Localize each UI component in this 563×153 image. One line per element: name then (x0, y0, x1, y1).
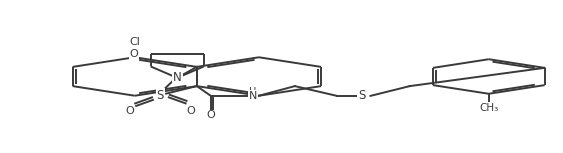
Text: CH₃: CH₃ (479, 103, 498, 113)
Text: S: S (157, 89, 164, 102)
Text: N: N (173, 71, 182, 84)
Text: Cl: Cl (129, 37, 140, 47)
Text: O: O (125, 106, 134, 116)
Text: N: N (249, 91, 257, 101)
Text: O: O (129, 49, 138, 59)
Text: H: H (249, 87, 257, 97)
Text: O: O (187, 106, 195, 116)
Text: S: S (359, 89, 366, 102)
Text: O: O (207, 110, 215, 120)
